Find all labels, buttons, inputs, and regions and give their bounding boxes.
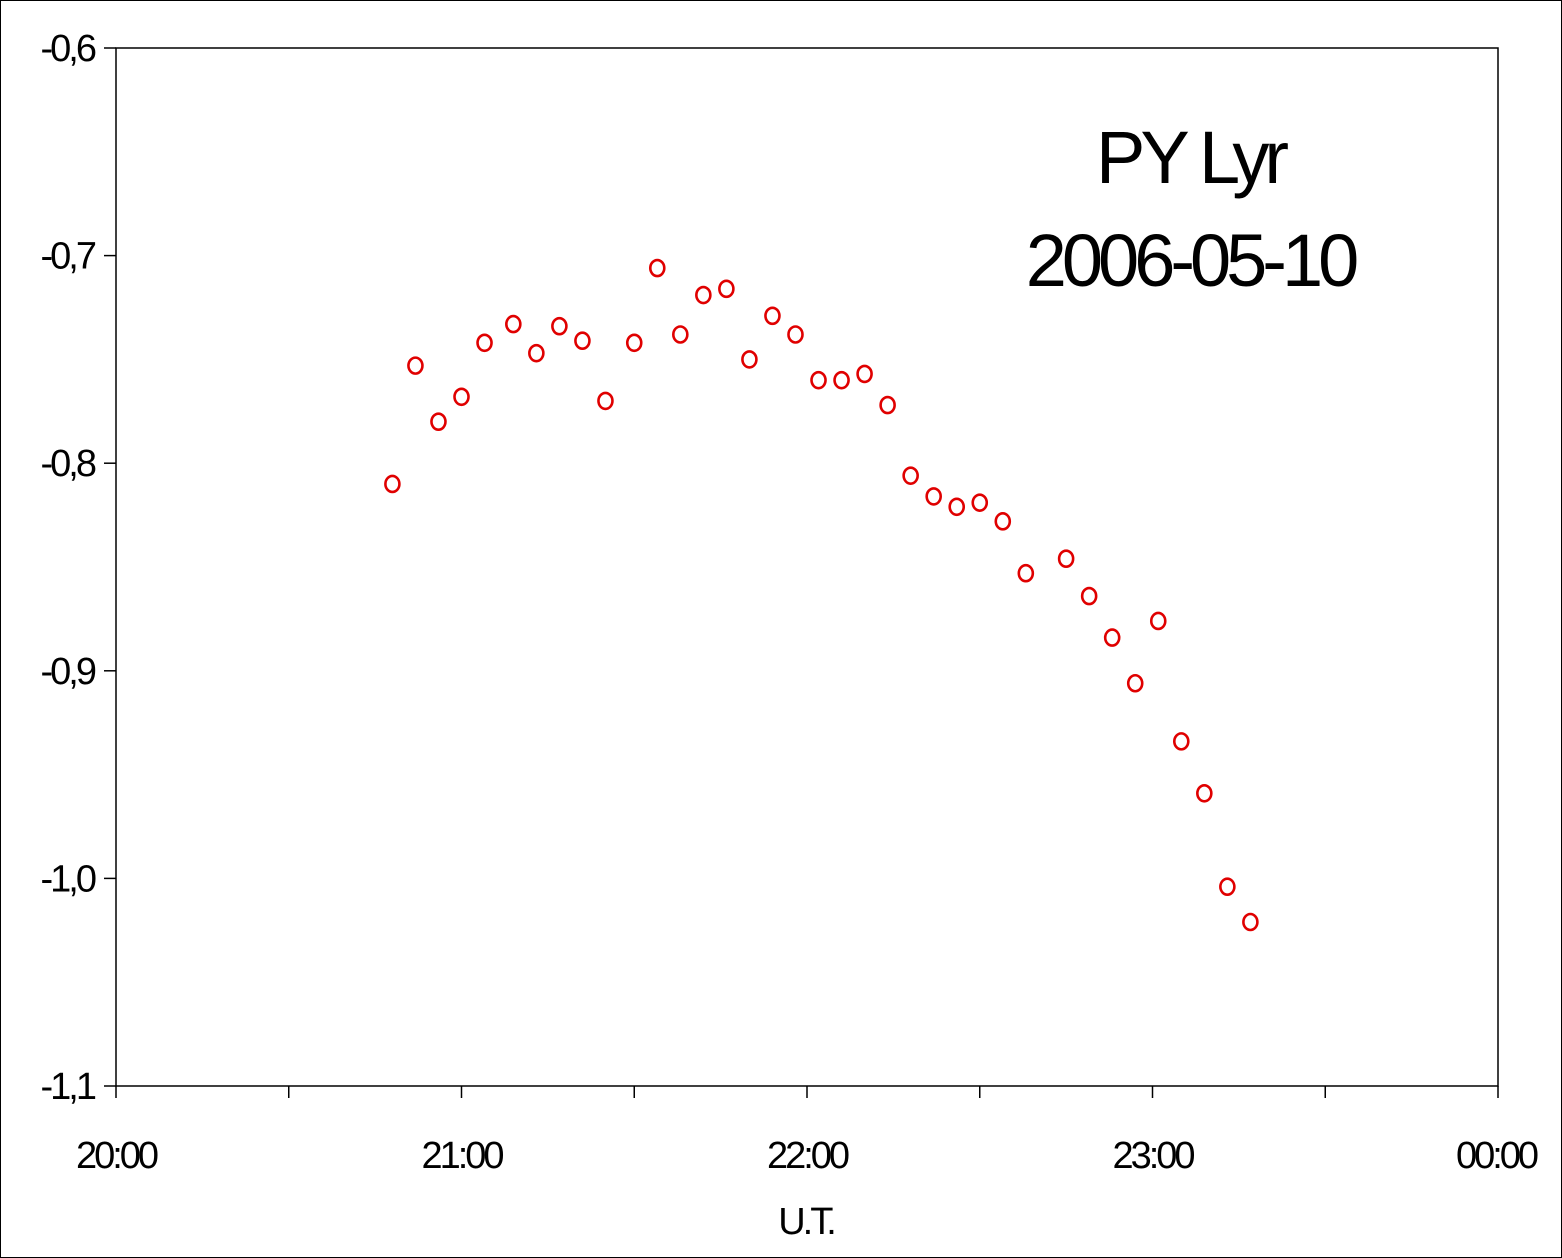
- data-point: [902, 466, 919, 485]
- data-point: [810, 370, 827, 390]
- data-point: [528, 343, 545, 363]
- plot-border: [115, 47, 1499, 1087]
- data-point: [695, 285, 712, 305]
- data-point: [1103, 628, 1121, 647]
- data-point: [741, 350, 758, 369]
- x-tick-label: 00:00: [1456, 1135, 1538, 1177]
- data-point: [994, 512, 1012, 531]
- data-point: [672, 325, 689, 344]
- data-point: [1196, 783, 1213, 803]
- data-point: [833, 370, 850, 390]
- y-tick-label: -0,6: [41, 28, 96, 70]
- data-point: [648, 258, 666, 278]
- y-tick-label: -1,0: [41, 858, 96, 900]
- plot-area: [115, 47, 1499, 1087]
- data-point: [925, 487, 942, 506]
- data-point: [1080, 586, 1098, 606]
- data-point: [625, 333, 643, 353]
- data-point: [1219, 877, 1236, 897]
- x-axis: 20:00 21:00 22:00 23:00 00:00: [76, 1086, 1541, 1177]
- chart-title-line-1: PY Lyr: [1096, 116, 1288, 199]
- data-point: [551, 316, 568, 336]
- data-point: [430, 412, 447, 431]
- y-axis: -0,6 -0,7 -0,8 -0,9 -1,0 -1,1: [41, 28, 116, 1108]
- y-tick-label: -0,7: [41, 236, 96, 278]
- data-point: [1149, 611, 1167, 631]
- data-point: [787, 325, 804, 344]
- data-point: [1172, 732, 1190, 751]
- data-point: [407, 356, 424, 375]
- data-point: [476, 333, 493, 353]
- data-point: [856, 364, 873, 384]
- data-point: [574, 331, 591, 351]
- data-point: [718, 279, 735, 299]
- x-tick-label: 22:00: [767, 1135, 849, 1177]
- data-point: [384, 474, 401, 494]
- y-tick-label: -0,8: [41, 443, 96, 485]
- y-tick-label: -0,9: [41, 651, 96, 693]
- x-tick-label: 21:00: [421, 1135, 503, 1177]
- chart-title-line-2: 2006-05-10: [1026, 219, 1357, 302]
- x-axis-title: U.T.: [778, 1201, 834, 1243]
- data-point: [1242, 912, 1259, 932]
- y-tick-label: -1,1: [41, 1066, 96, 1108]
- data-point: [1057, 549, 1075, 568]
- data-point: [1017, 563, 1035, 583]
- x-tick-label: 20:00: [76, 1135, 158, 1177]
- data-point: [453, 387, 470, 407]
- data-point: [597, 391, 614, 411]
- data-point: [971, 493, 989, 512]
- data-points: [384, 258, 1259, 932]
- data-point: [764, 306, 781, 326]
- data-point: [1126, 673, 1144, 693]
- x-tick-label: 23:00: [1112, 1135, 1194, 1177]
- data-point: [505, 314, 522, 334]
- data-point: [879, 395, 896, 415]
- data-point: [948, 497, 966, 517]
